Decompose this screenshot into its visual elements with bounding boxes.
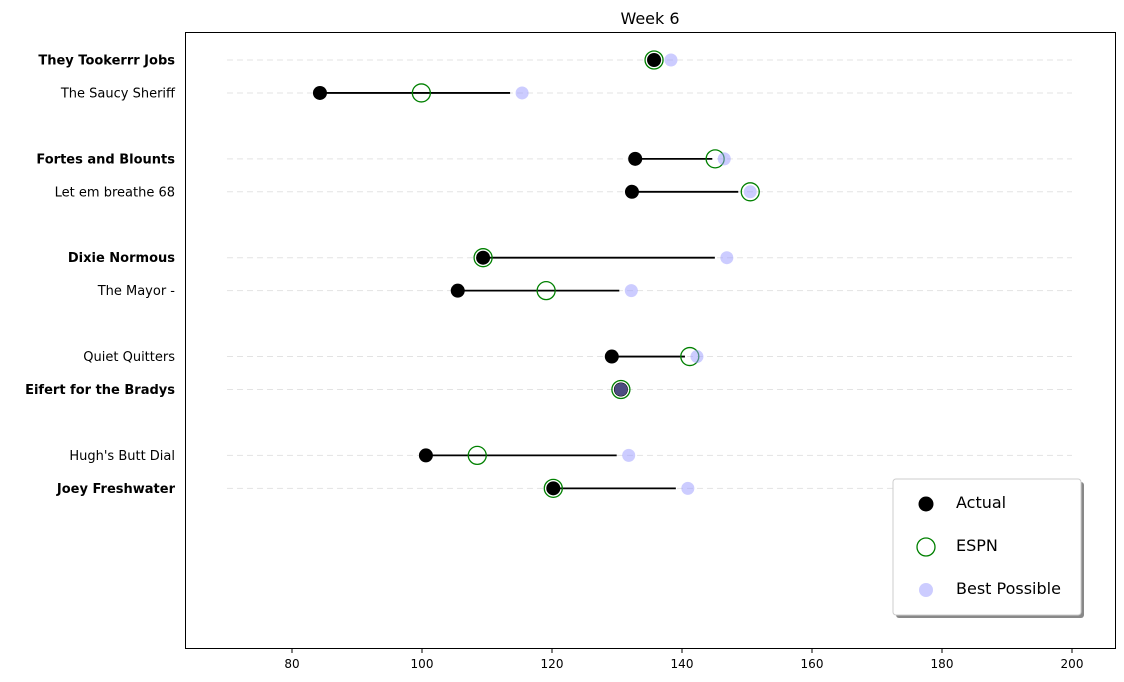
actual-point — [450, 283, 465, 298]
legend-best-label: Best Possible — [956, 579, 1061, 598]
legend-box — [892, 478, 1082, 616]
actual-point — [624, 184, 639, 199]
team-label: Let em breathe 68 — [55, 185, 175, 200]
x-tick-label: 160 — [801, 657, 824, 671]
legend: Actual ESPN Best Possible — [892, 478, 1084, 618]
best-point — [624, 284, 638, 298]
espn-point — [536, 280, 556, 301]
x-tick-label: 200 — [1061, 657, 1084, 671]
team-label: Hugh's Butt Dial — [69, 449, 175, 464]
team-label: Eifert for the Bradys — [25, 383, 175, 398]
espn-point — [740, 182, 760, 202]
chart-title: Week 6 — [620, 9, 679, 28]
espn-point — [611, 379, 631, 400]
best-point — [664, 53, 678, 67]
best-point — [720, 251, 734, 265]
best-point — [681, 481, 695, 495]
best-point — [717, 152, 731, 166]
team-label: They Tookerrr Jobs — [38, 54, 175, 69]
best-point — [690, 350, 704, 364]
team-label: The Saucy Sheriff — [60, 86, 176, 101]
x-tick-label: 80 — [284, 657, 299, 671]
espn-point — [473, 248, 493, 268]
best-point — [743, 185, 757, 199]
espn-point — [467, 445, 487, 466]
best-point — [515, 86, 529, 100]
x-tick-label: 180 — [931, 657, 954, 671]
espn-point — [543, 478, 563, 499]
actual-point — [418, 448, 433, 463]
best-point — [622, 448, 636, 462]
espn-point — [411, 83, 432, 103]
legend-actual-label: Actual — [956, 493, 1006, 512]
actual-point — [476, 250, 491, 265]
plot-frame — [185, 32, 1116, 649]
actual-point — [312, 85, 327, 100]
actual-point — [647, 53, 662, 67]
team-label: Fortes and Blounts — [36, 152, 175, 167]
actual-point — [628, 151, 643, 166]
best-point — [614, 383, 628, 396]
actual-point — [604, 349, 619, 364]
espn-point — [644, 50, 664, 70]
team-label: Dixie Normous — [68, 251, 175, 266]
legend-espn-label: ESPN — [956, 536, 998, 555]
actual-point — [546, 481, 561, 496]
team-label: The Mayor - — [97, 284, 176, 299]
team-label: Joey Freshwater — [56, 482, 176, 497]
x-tick-label: 100 — [411, 657, 434, 671]
x-tick-label: 140 — [671, 657, 694, 671]
x-tick-label: 120 — [541, 657, 564, 671]
team-label: Quiet Quitters — [83, 350, 175, 365]
legend-espn-marker — [916, 537, 936, 557]
legend-actual-marker — [918, 496, 934, 512]
legend-best-marker — [919, 583, 933, 597]
